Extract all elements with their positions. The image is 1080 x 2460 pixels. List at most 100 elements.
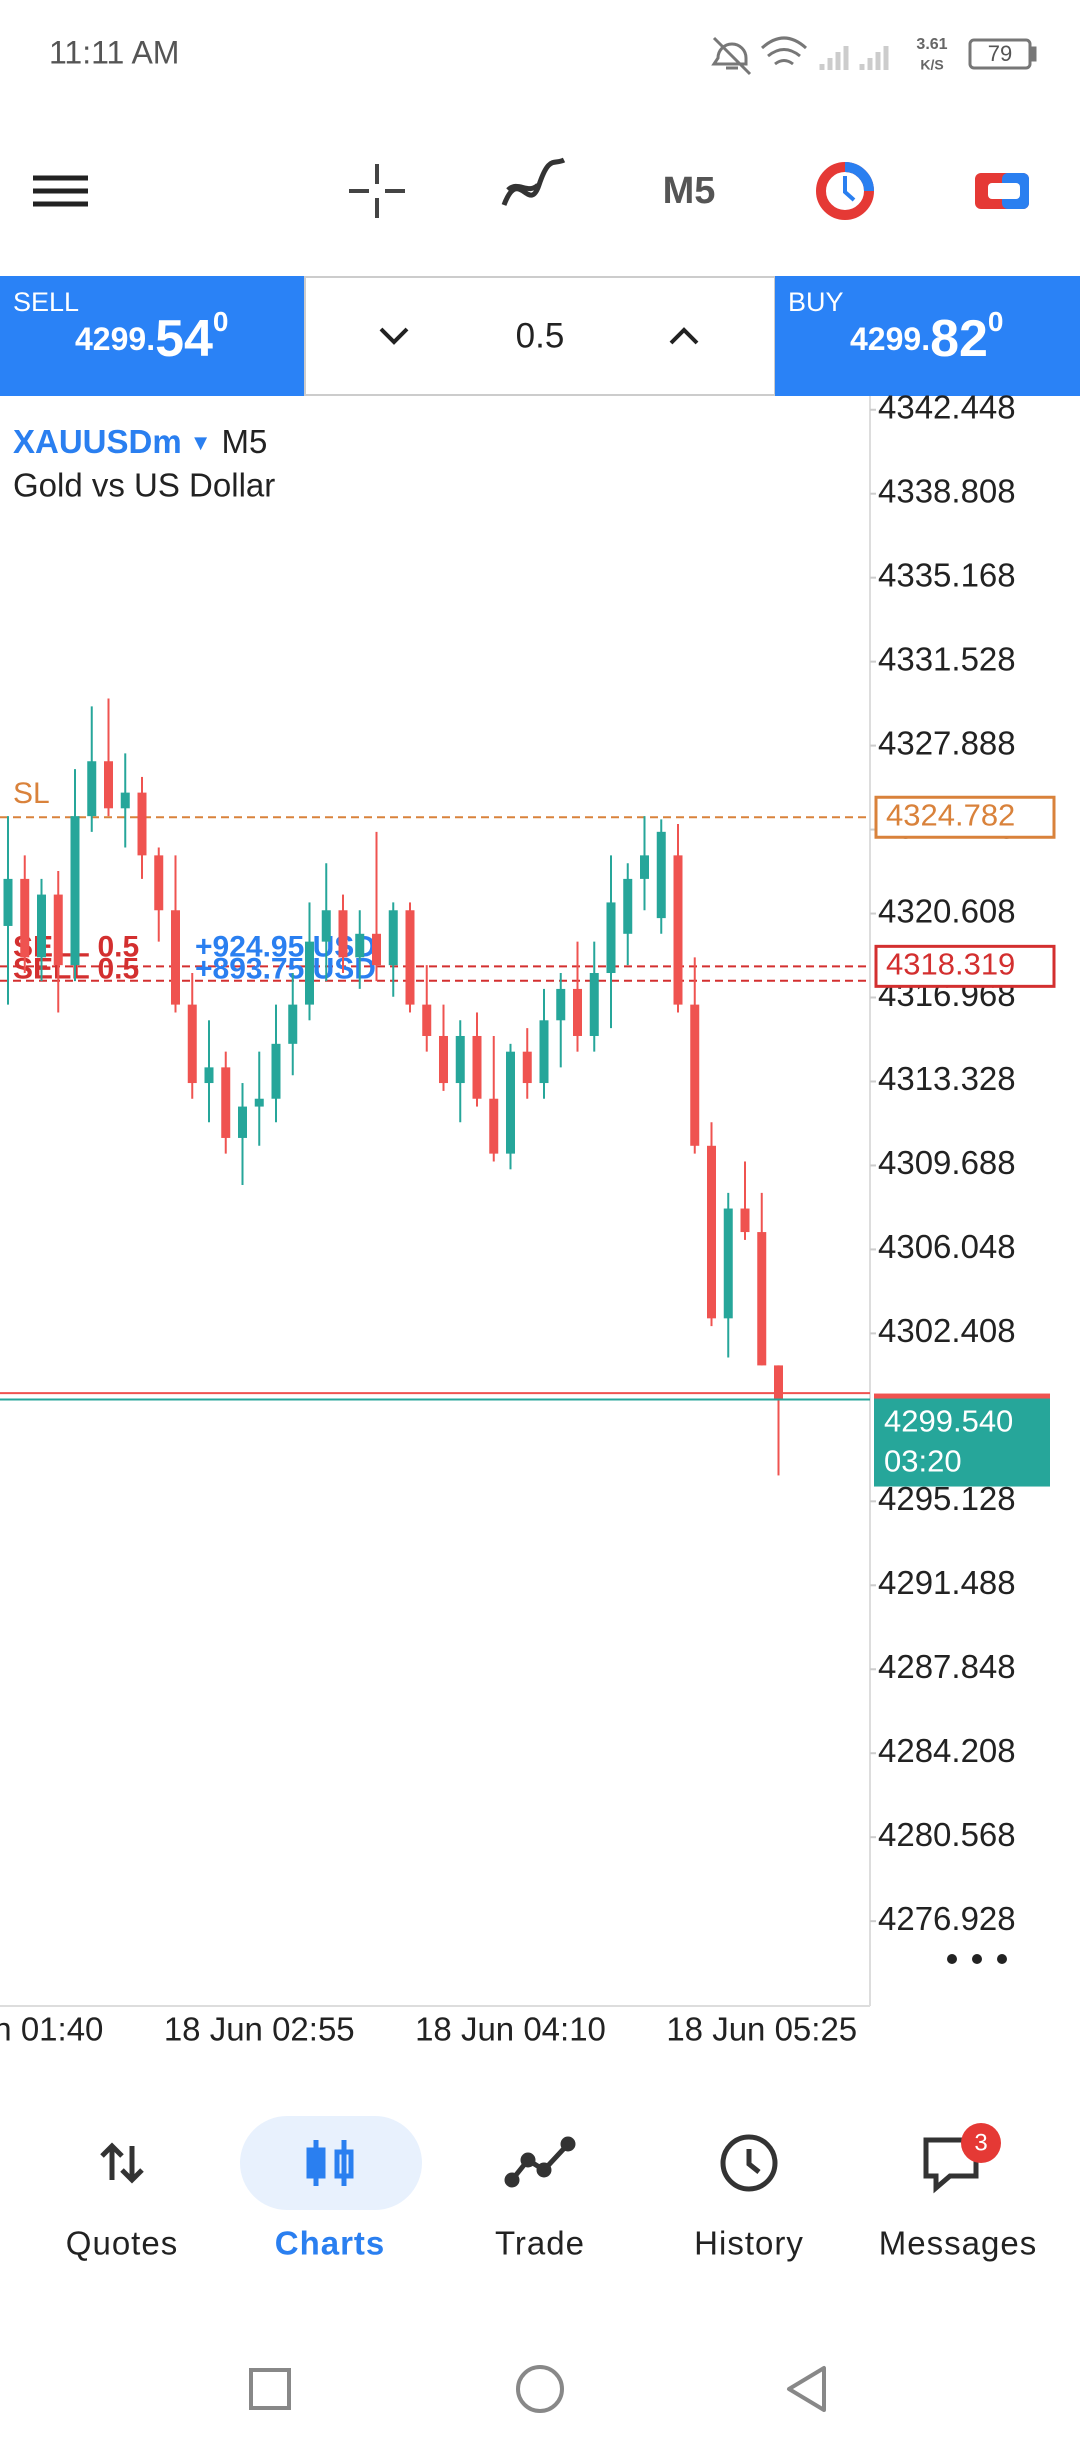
candle-body	[271, 1043, 281, 1099]
candle-body	[656, 831, 666, 919]
candle-body	[154, 855, 164, 911]
nav-active-pill	[240, 2116, 422, 2210]
bid-countdown: 03:20	[884, 1444, 962, 1479]
sell-price: 4299.540	[75, 306, 229, 367]
candle-body	[305, 941, 314, 1005]
candle-body	[20, 878, 30, 958]
candle-body	[372, 933, 381, 966]
candle-body	[489, 1098, 499, 1154]
quotes-icon	[100, 2142, 144, 2184]
crosshair-button[interactable]	[349, 164, 405, 218]
badge	[961, 2123, 1001, 2163]
y-tick-label: 4291.488	[878, 1564, 1016, 1601]
nav-item[interactable]: History	[694, 2225, 804, 2262]
y-tick-label: 4306.048	[878, 1228, 1016, 1265]
position-box	[874, 944, 1056, 988]
candle-body	[37, 894, 46, 958]
x-tick-label: 18 Jun 05:25	[666, 2011, 857, 2048]
stop-loss-value: 4324.782	[886, 797, 1015, 832]
candle-body	[707, 1145, 716, 1319]
candle-body	[3, 878, 13, 926]
candle-body	[187, 1004, 197, 1084]
timeframe-button[interactable]: M5	[663, 170, 716, 212]
symbol-name: XAUUSDm	[13, 423, 182, 460]
net-speed: 3.61	[916, 36, 947, 53]
x-tick-label: 18 Jun 01:40	[0, 2011, 103, 2048]
candle-body	[539, 1020, 549, 1084]
y-tick-label: 4287.848	[878, 1648, 1016, 1685]
symbol-caret: ▼	[190, 430, 212, 455]
candle-body	[171, 910, 180, 1005]
candle-body	[774, 1365, 783, 1400]
stop-loss-box	[874, 795, 1056, 839]
candle-body	[439, 1035, 448, 1084]
candle-body	[355, 933, 365, 958]
x-tick-label: 18 Jun 02:55	[164, 2011, 355, 2048]
volume[interactable]: 0.5	[516, 316, 565, 355]
symbol[interactable]: XAUUSDm ▼ M5	[13, 423, 267, 460]
candle-body	[238, 1106, 247, 1138]
candle-body	[573, 988, 582, 1036]
more-button[interactable]	[947, 1954, 1007, 1964]
candle-body	[53, 894, 63, 966]
one-click-button[interactable]	[975, 173, 1029, 209]
menu-button[interactable]	[33, 175, 88, 207]
y-tick-label: 4327.888	[878, 724, 1016, 761]
candle-body	[137, 792, 147, 856]
candle-body	[321, 910, 331, 942]
candle-body	[221, 1067, 231, 1138]
buy-label: BUY	[788, 287, 844, 317]
nav-item[interactable]: Trade	[495, 2225, 585, 2262]
bid-box-top	[874, 1393, 1050, 1400]
sell-price-main: 4299.	[75, 321, 155, 357]
sell-label: SELL	[13, 287, 79, 317]
buy-price-sup: 0	[988, 306, 1004, 337]
candle-body	[589, 973, 599, 1036]
candle-body	[87, 761, 97, 817]
candle-body	[740, 1208, 750, 1233]
candle-body	[104, 761, 113, 809]
bottom-nav: Quotes Charts Trade History Messages	[66, 2225, 1037, 2262]
candle-body	[388, 910, 398, 966]
chart-timeframe: M5	[221, 423, 267, 460]
volume-down[interactable]	[379, 327, 409, 345]
candle-body	[640, 855, 649, 879]
history-icon	[720, 2134, 778, 2192]
candle-body	[723, 1208, 733, 1319]
candle-body	[606, 902, 616, 974]
sell-button[interactable]	[0, 276, 305, 396]
candle-body	[757, 1232, 767, 1366]
trade-button[interactable]	[816, 162, 874, 220]
y-tick-label: 4338.808	[878, 472, 1016, 509]
net-speed-unit: K/S	[920, 57, 943, 73]
nav-item[interactable]: Charts	[275, 2225, 386, 2262]
position-profit: +893.75 USD	[195, 953, 376, 986]
nav-item[interactable]: Quotes	[66, 2225, 178, 2262]
charts-icon	[306, 2140, 354, 2186]
badge-count: 3	[974, 2129, 987, 2156]
home-button[interactable]	[516, 2365, 564, 2413]
battery: 79	[988, 41, 1012, 66]
bid-value: 4299.540	[884, 1404, 1013, 1439]
status-icons	[711, 36, 1037, 76]
bid-box	[874, 1398, 1050, 1487]
back-button[interactable]	[787, 2366, 826, 2412]
buy-price-main: 4299.	[850, 321, 930, 357]
candle-body	[204, 1067, 214, 1084]
candle-body	[405, 910, 415, 1005]
clock: 11:11 AM	[49, 34, 179, 70]
candle-body	[338, 910, 348, 958]
trade-icon	[504, 2136, 576, 2188]
volume-up[interactable]	[669, 327, 699, 345]
position-value: 4318.319	[886, 947, 1015, 982]
sell-price-big: 54	[155, 310, 213, 368]
indicators-button[interactable]	[501, 157, 566, 206]
y-tick-label: 4280.568	[878, 1816, 1016, 1853]
candle-body	[472, 1035, 482, 1099]
nav-item[interactable]: Messages	[879, 2225, 1037, 2262]
recents-button[interactable]	[249, 2368, 291, 2410]
buy-button[interactable]	[775, 276, 1080, 396]
y-tick-label: 4342.448	[878, 388, 1016, 425]
candle-body	[623, 878, 633, 934]
